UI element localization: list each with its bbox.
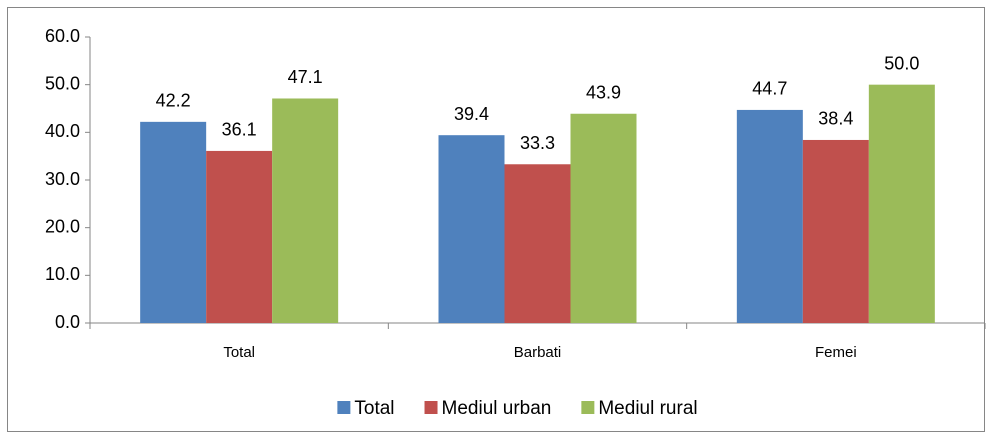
y-tick-label: 0.0 xyxy=(55,312,80,332)
bar xyxy=(272,98,339,324)
data-label: 38.4 xyxy=(818,109,853,129)
data-label: 39.4 xyxy=(454,104,489,124)
legend-label: Mediul rural xyxy=(598,398,697,419)
data-label: 44.7 xyxy=(752,79,787,99)
bar xyxy=(140,121,207,323)
bar xyxy=(736,109,803,324)
bar xyxy=(570,113,637,323)
legend-swatch xyxy=(337,401,351,414)
data-label: 42.2 xyxy=(156,91,191,111)
legend-label: Total xyxy=(354,398,394,419)
y-tick-label: 50.0 xyxy=(45,73,80,93)
y-tick-label: 40.0 xyxy=(45,121,80,141)
legend-swatch xyxy=(424,401,438,414)
bar xyxy=(438,135,505,323)
data-label: 50.0 xyxy=(884,53,919,73)
bar xyxy=(868,84,935,324)
data-label: 33.3 xyxy=(520,133,555,153)
bar xyxy=(802,139,869,323)
legend-swatch xyxy=(581,401,595,414)
data-label: 47.1 xyxy=(288,67,323,87)
y-tick-label: 30.0 xyxy=(45,169,80,189)
x-tick-label: Barbati xyxy=(514,344,562,361)
y-tick-label: 60.0 xyxy=(45,26,80,46)
x-tick-label: Total xyxy=(223,344,255,361)
legend-label: Mediul urban xyxy=(442,398,552,419)
bar xyxy=(504,164,571,323)
data-label: 36.1 xyxy=(222,120,257,140)
y-tick-label: 20.0 xyxy=(45,216,80,236)
x-tick-label: Femei xyxy=(815,344,857,361)
bar xyxy=(206,150,273,323)
data-label: 43.9 xyxy=(586,82,621,102)
y-tick-label: 10.0 xyxy=(45,264,80,284)
